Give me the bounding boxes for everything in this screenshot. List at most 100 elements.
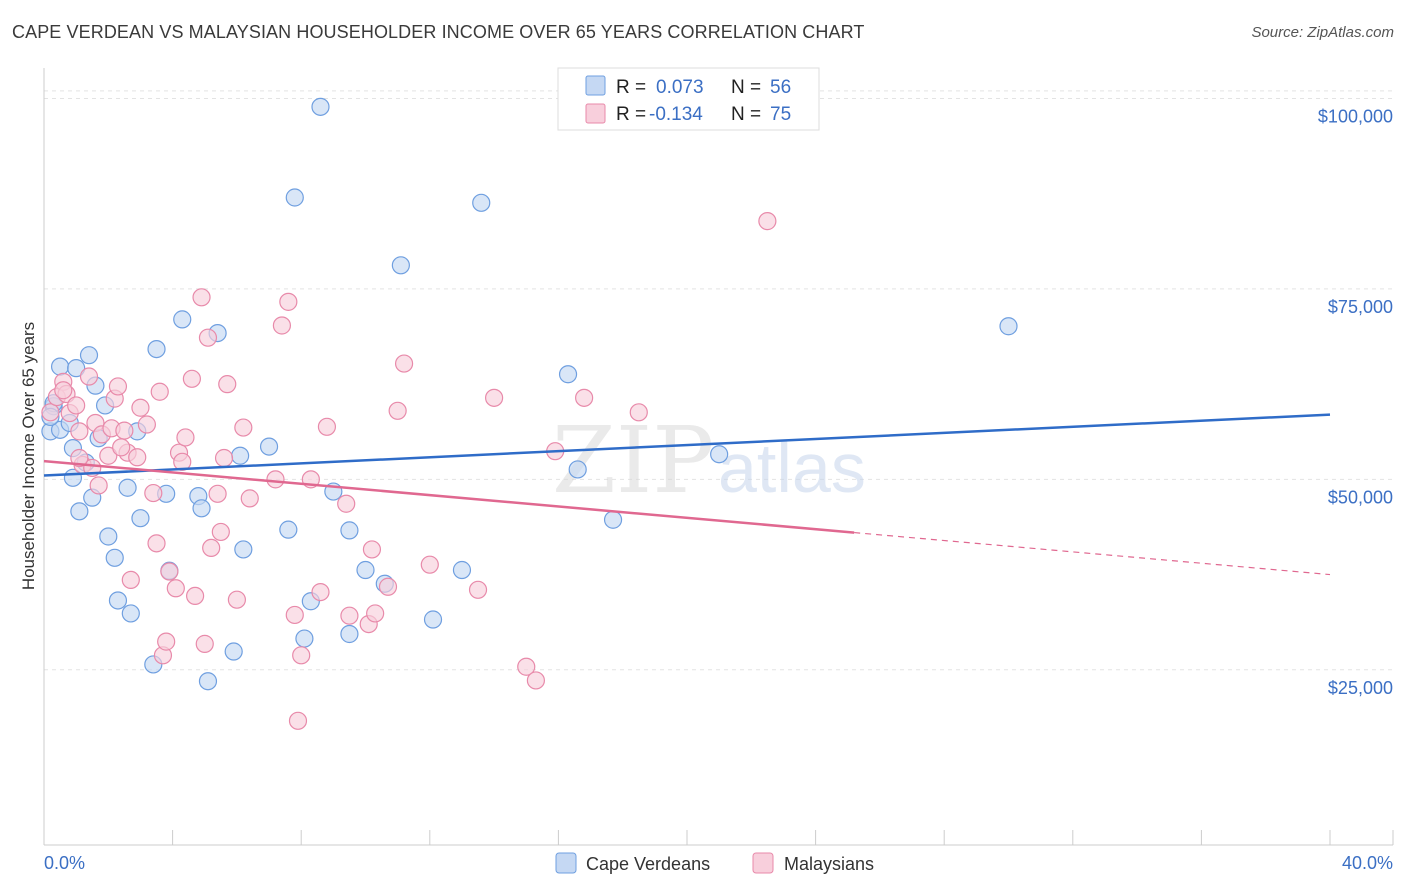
malaysian-point-66	[526, 671, 545, 690]
malaysian-point-35	[195, 634, 214, 653]
legend-swatch-pink	[585, 103, 606, 124]
cape-verdean-point-26	[173, 310, 192, 329]
malaysian-point-6	[70, 422, 89, 441]
cape-verdean-point-32	[231, 446, 250, 465]
malaysian-point-48	[285, 605, 304, 625]
legend-r-label-1: R =	[616, 77, 646, 98]
malaysian-point-72	[112, 438, 131, 457]
malaysian-point-41	[218, 375, 237, 394]
malaysian-point-20	[131, 398, 150, 417]
malaysian-point-60	[388, 401, 407, 420]
malaysian-point-8	[79, 367, 99, 386]
legend-n-label-1: N =	[731, 77, 761, 98]
legend: R = 0.073 N = 56 R = -0.134 N = 75	[557, 67, 820, 131]
cape-verdean-point-49	[558, 365, 578, 384]
malaysian-point-12	[99, 446, 118, 465]
y-tick-label-1: $50,000	[1328, 487, 1393, 507]
cape-verdean-point-7	[67, 359, 86, 378]
cape-verdean-point-35	[279, 520, 298, 539]
cape-verdean-point-8	[70, 502, 89, 521]
malaysian-point-28	[166, 579, 185, 598]
cape-verdean-point-20	[121, 604, 140, 623]
cape-verdean-point-21	[131, 509, 150, 528]
x-tick-label-min: 0.0%	[44, 853, 85, 873]
trend-line-0	[43, 413, 1331, 477]
malaysian-point-26	[157, 632, 176, 651]
legend-r-value-2: -0.134	[649, 104, 703, 125]
trend-line-1-dashed	[854, 531, 1331, 576]
legend-n-label-2: N =	[731, 104, 761, 125]
cape-verdean-point-34	[259, 437, 279, 456]
malaysian-point-44	[240, 489, 259, 508]
malaysian-point-22	[144, 483, 163, 503]
malaysian-point-49	[288, 711, 308, 730]
cape-verdean-point-37	[295, 629, 314, 648]
malaysian-point-59	[378, 577, 398, 596]
malaysian-point-30	[173, 452, 192, 471]
malaysian-point-73	[70, 448, 89, 468]
cape-verdean-point-52	[710, 445, 729, 464]
cape-verdean-point-41	[340, 521, 359, 540]
malaysian-point-65	[517, 657, 536, 676]
malaysian-point-50	[292, 646, 311, 665]
malaysian-point-21	[137, 415, 156, 434]
cape-verdean-point-48	[472, 193, 491, 212]
malaysian-point-55	[340, 606, 359, 625]
malaysian-point-10	[89, 476, 108, 495]
malaysian-point-62	[420, 555, 439, 574]
bottom-legend-swatch-blue	[555, 852, 577, 874]
trend-lines	[43, 413, 1331, 576]
malaysian-point-61	[394, 354, 414, 373]
cape-verdean-point-3	[50, 357, 70, 376]
bottom-legend-label-malaysians: Malaysians	[784, 854, 874, 874]
malaysian-point-46	[272, 316, 292, 335]
cape-verdean-point-53	[999, 317, 1018, 336]
malaysian-point-39	[211, 522, 230, 542]
malaysian-point-42	[227, 590, 246, 609]
cape-verdean-point-50	[568, 460, 587, 479]
malaysian-point-36	[198, 328, 218, 347]
gridlines	[44, 90, 1393, 671]
cape-verdean-point-16	[105, 548, 124, 567]
legend-swatch-blue	[585, 75, 606, 96]
cape-verdean-point-29	[198, 672, 218, 691]
cape-verdean-point-10	[79, 346, 99, 365]
malaysian-point-74	[54, 381, 73, 400]
x-tick-label-max: 40.0%	[1342, 853, 1393, 873]
cape-verdean-point-47	[452, 560, 472, 580]
malaysian-point-37	[202, 538, 221, 558]
y-tick-label-0: $25,000	[1328, 678, 1393, 698]
malaysian-point-63	[468, 580, 488, 599]
malaysian-point-33	[186, 586, 205, 606]
cape-verdean-point-36	[285, 188, 304, 207]
malaysian-point-52	[311, 582, 330, 602]
malaysian-point-43	[234, 418, 253, 437]
cape-verdean-point-51	[603, 510, 623, 529]
legend-n-value-1: 56	[770, 77, 791, 98]
malaysian-point-57	[362, 540, 382, 559]
malaysian-point-47	[279, 292, 298, 311]
cape-verdean-point-17	[108, 591, 128, 610]
cape-verdean-point-23	[147, 339, 166, 359]
cape-verdean-point-45	[391, 256, 410, 275]
x-ticks	[43, 830, 1394, 845]
chart-title: CAPE VERDEAN VS MALAYSIAN HOUSEHOLDER IN…	[12, 22, 865, 42]
malaysian-point-54	[337, 494, 356, 513]
cape-verdean-point-31	[224, 642, 243, 661]
series-malaysians	[41, 212, 777, 730]
malaysian-point-16	[115, 421, 134, 440]
legend-n-value-2: 75	[770, 104, 791, 125]
malaysian-point-40	[214, 448, 234, 468]
malaysian-point-53	[317, 417, 337, 436]
cape-verdean-point-33	[234, 540, 253, 559]
malaysian-point-58	[366, 604, 385, 623]
cape-verdean-point-18	[118, 478, 137, 497]
malaysian-point-27	[160, 562, 179, 581]
legend-r-label-2: R =	[616, 104, 646, 125]
y-tick-label-2: $75,000	[1328, 297, 1393, 317]
cape-verdean-point-39	[311, 97, 330, 116]
y-axis-title: Householder Income Over 65 years	[19, 322, 38, 590]
bottom-legend-label-cape-verdeans: Cape Verdeans	[586, 854, 710, 874]
malaysian-point-38	[208, 484, 227, 503]
